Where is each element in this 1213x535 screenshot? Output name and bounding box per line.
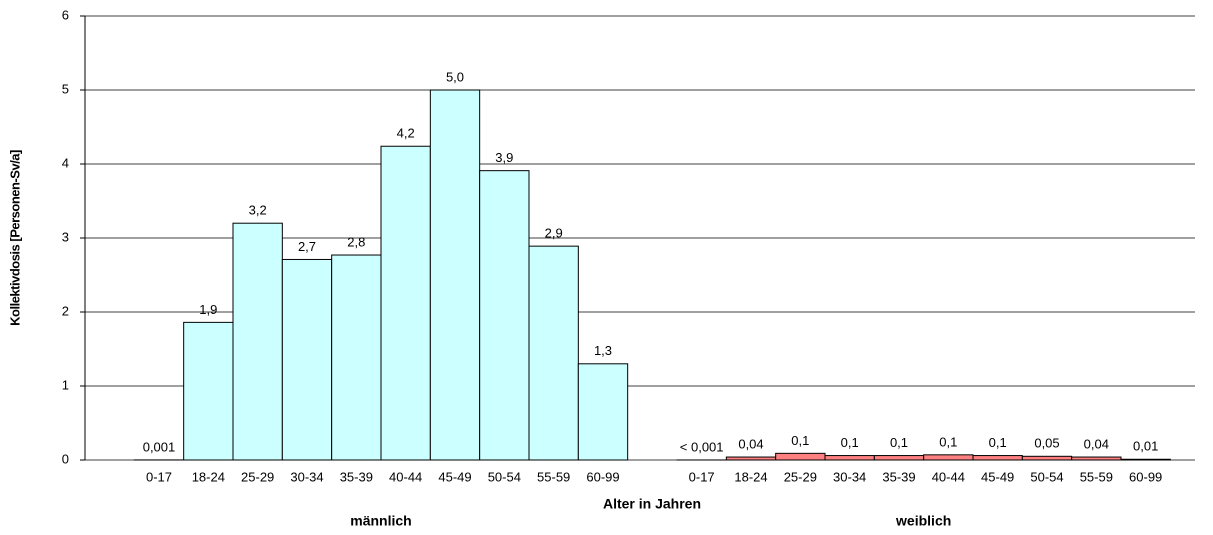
bar: [429, 89, 481, 461]
x-tick-label: 35-39: [882, 469, 915, 484]
x-tick-label: 40-44: [932, 469, 965, 484]
x-tick-label: 25-29: [241, 469, 274, 484]
x-tick-label: 18-24: [192, 469, 225, 484]
value-label: 2,7: [298, 239, 316, 254]
group-label: weiblich: [895, 513, 951, 529]
x-tick-label: 35-39: [340, 469, 373, 484]
value-label: 3,2: [249, 203, 267, 218]
x-tick-label: 50-54: [488, 469, 521, 484]
bar: [183, 321, 234, 461]
x-tick-label: 50-54: [1030, 469, 1063, 484]
x-tick-label: 25-29: [784, 469, 817, 484]
y-tick-label: 5: [62, 81, 69, 96]
x-tick-label: 18-24: [734, 469, 767, 484]
value-label: 0,1: [989, 435, 1007, 450]
bar: [331, 254, 382, 461]
y-tick-label: 1: [62, 377, 69, 392]
bar: [380, 145, 431, 461]
value-label: 2,8: [347, 234, 365, 249]
value-label: 1,3: [594, 343, 612, 358]
bar: [479, 170, 530, 461]
value-label: 3,9: [495, 150, 513, 165]
bar: [232, 222, 283, 461]
bar: [824, 455, 875, 461]
bar: [1071, 456, 1122, 461]
x-tick-label: 0-17: [146, 469, 172, 484]
value-label: 0,1: [939, 434, 957, 449]
value-label: 1,9: [199, 302, 217, 317]
y-tick-label: 4: [62, 155, 69, 170]
bar: [528, 245, 579, 461]
x-tick-label: 60-99: [1129, 469, 1162, 484]
x-tick-label: 60-99: [586, 469, 619, 484]
bar: [1021, 455, 1073, 461]
x-tick-label: 55-59: [537, 469, 570, 484]
value-label: 0,1: [841, 435, 859, 450]
x-tick-label: 30-34: [833, 469, 866, 484]
bar: [873, 455, 925, 461]
x-tick-label: 45-49: [981, 469, 1014, 484]
value-label: 0,001: [143, 439, 176, 454]
x-tick-label: 30-34: [290, 469, 323, 484]
value-label: 4,2: [397, 126, 415, 141]
value-label: 5,0: [446, 69, 464, 84]
bar: [1120, 458, 1171, 461]
x-tick-label: 45-49: [438, 469, 471, 484]
x-tick-label: 55-59: [1080, 469, 1113, 484]
y-tick-label: 0: [62, 451, 69, 466]
y-axis-title: Kollektivdosis [Personen-Sv/a]: [7, 150, 22, 326]
bar: [725, 456, 777, 461]
value-label: 0,1: [791, 433, 809, 448]
x-axis-title: Alter in Jahren: [603, 496, 701, 512]
y-tick-label: 3: [62, 229, 69, 244]
value-label: 0,1: [890, 435, 908, 450]
x-tick-label: 40-44: [389, 469, 422, 484]
bar: [923, 454, 974, 461]
value-label: 0,05: [1034, 436, 1059, 451]
bar: [775, 452, 826, 461]
x-tick-label: 0-17: [689, 469, 715, 484]
value-label: 2,9: [545, 226, 563, 241]
y-tick-label: 6: [62, 7, 69, 22]
group-label: männlich: [350, 513, 411, 529]
value-label: 0,04: [738, 436, 763, 451]
value-label: 0,01: [1133, 439, 1158, 454]
bar: [577, 363, 629, 461]
value-label: 0,04: [1084, 436, 1109, 451]
value-label: < 0,001: [680, 439, 724, 454]
y-tick-label: 2: [62, 303, 69, 318]
bar: [972, 455, 1023, 461]
bar: [281, 258, 333, 461]
